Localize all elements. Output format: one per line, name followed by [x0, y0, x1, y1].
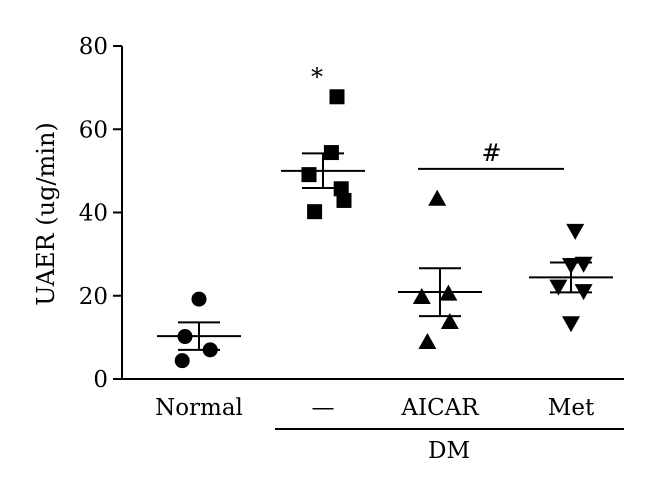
- data-points: [174, 89, 593, 369]
- group-bracket: DM: [275, 428, 624, 464]
- group-label: DM: [428, 438, 470, 464]
- category-label: —: [312, 395, 335, 421]
- data-point-triangle-up: [418, 332, 437, 349]
- y-tick-label: 60: [79, 117, 108, 143]
- y-axis-title: UAER (ug/min): [32, 122, 60, 306]
- data-point-square: [307, 204, 323, 220]
- y-tick-label: 20: [79, 284, 108, 310]
- data-point-square: [336, 192, 352, 208]
- comparison-label: #: [481, 139, 501, 167]
- y-tick-label: 80: [79, 34, 108, 60]
- data-point-triangle-down: [549, 279, 568, 296]
- annotations: *#: [311, 63, 564, 170]
- category-label: AICAR: [400, 395, 479, 421]
- y-ticks: 0 20 40 60 80: [79, 34, 122, 393]
- data-point-triangle-down: [574, 256, 593, 273]
- y-tick-label: 0: [93, 367, 108, 393]
- significance-star: *: [311, 63, 323, 91]
- y-tick-label: 40: [79, 201, 108, 227]
- data-point-square: [329, 89, 345, 105]
- data-point-circle: [191, 291, 207, 307]
- data-point-triangle-up: [440, 312, 459, 329]
- category-label: Met: [548, 395, 595, 421]
- data-point-triangle-down: [566, 223, 585, 240]
- category-labels: Normal — AICAR Met: [155, 395, 595, 421]
- axes: [121, 46, 624, 380]
- data-point-triangle-up: [428, 189, 447, 206]
- data-point-square: [301, 167, 317, 183]
- data-point-triangle-up: [412, 287, 431, 304]
- data-point-triangle-down: [562, 316, 580, 333]
- category-label: Normal: [155, 395, 243, 421]
- data-point-circle: [174, 353, 190, 369]
- error-bars: [157, 152, 613, 351]
